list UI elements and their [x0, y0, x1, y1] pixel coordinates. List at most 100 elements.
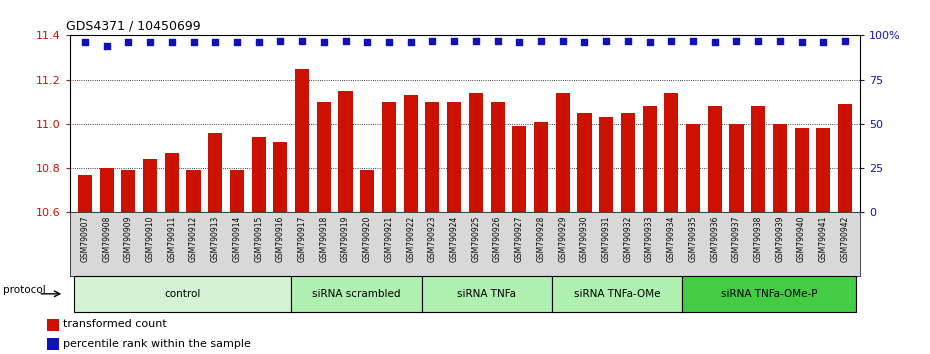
Text: GSM790937: GSM790937 [732, 216, 741, 262]
Text: GSM790921: GSM790921 [384, 216, 393, 262]
Bar [252, 137, 266, 212]
Text: GSM790930: GSM790930 [580, 216, 589, 262]
Point [339, 38, 353, 44]
Bar [317, 102, 331, 212]
Point [534, 38, 549, 44]
Bar [165, 153, 179, 212]
Text: GSM790925: GSM790925 [472, 216, 481, 262]
Bar [751, 106, 765, 212]
Bar [773, 124, 787, 212]
Text: GSM790908: GSM790908 [102, 216, 112, 262]
Point [100, 43, 114, 49]
Text: GSM790910: GSM790910 [146, 216, 154, 262]
Text: GSM790940: GSM790940 [797, 216, 806, 262]
Point [620, 38, 635, 44]
Bar [74, 276, 291, 312]
Bar [578, 113, 591, 212]
Bar [78, 175, 92, 212]
Bar [469, 93, 483, 212]
Point [816, 40, 830, 45]
Point [165, 40, 179, 45]
Point [708, 40, 723, 45]
Point [142, 40, 157, 45]
Text: transformed count: transformed count [63, 319, 167, 329]
Point [295, 38, 310, 44]
Point [773, 38, 788, 44]
Bar [46, 319, 59, 331]
Point [512, 40, 526, 45]
Text: GSM790916: GSM790916 [276, 216, 285, 262]
Bar [208, 133, 222, 212]
Bar [683, 276, 856, 312]
Text: GSM790913: GSM790913 [211, 216, 219, 262]
Point [838, 38, 853, 44]
Point [404, 40, 418, 45]
Text: GSM790934: GSM790934 [667, 216, 676, 262]
Text: GSM790931: GSM790931 [602, 216, 611, 262]
Text: control: control [165, 289, 201, 299]
Text: protocol: protocol [4, 285, 46, 295]
Bar [360, 170, 375, 212]
Text: percentile rank within the sample: percentile rank within the sample [63, 339, 251, 349]
Text: GSM790919: GSM790919 [341, 216, 350, 262]
Bar [295, 69, 309, 212]
Text: GSM790914: GSM790914 [232, 216, 242, 262]
Bar [46, 338, 59, 350]
Point [642, 40, 657, 45]
Bar [230, 170, 244, 212]
Point [469, 38, 484, 44]
Text: GSM790917: GSM790917 [298, 216, 307, 262]
Bar [708, 106, 722, 212]
Text: GSM790915: GSM790915 [254, 216, 263, 262]
Text: GSM790922: GSM790922 [406, 216, 415, 262]
Text: GSM790912: GSM790912 [189, 216, 198, 262]
Bar [794, 128, 809, 212]
Bar [121, 170, 136, 212]
Point [664, 38, 679, 44]
Text: GSM790926: GSM790926 [493, 216, 502, 262]
Text: GSM790935: GSM790935 [688, 216, 698, 262]
Bar [490, 102, 505, 212]
Bar [273, 142, 287, 212]
Bar [664, 93, 678, 212]
Bar [686, 124, 700, 212]
Bar [512, 126, 526, 212]
Bar [643, 106, 657, 212]
Text: siRNA TNFa-OMe: siRNA TNFa-OMe [574, 289, 660, 299]
Text: siRNA TNFa-OMe-P: siRNA TNFa-OMe-P [721, 289, 817, 299]
Text: siRNA TNFa: siRNA TNFa [458, 289, 516, 299]
Bar [404, 95, 418, 212]
Text: GSM790923: GSM790923 [428, 216, 437, 262]
Text: GSM790924: GSM790924 [449, 216, 458, 262]
Bar [555, 93, 570, 212]
Bar [291, 276, 421, 312]
Text: siRNA scrambled: siRNA scrambled [312, 289, 401, 299]
Text: GSM790942: GSM790942 [841, 216, 849, 262]
Point [273, 38, 288, 44]
Point [490, 38, 505, 44]
Bar [382, 102, 396, 212]
Text: GSM790933: GSM790933 [645, 216, 654, 262]
Bar [599, 117, 613, 212]
Point [794, 40, 809, 45]
Point [751, 38, 765, 44]
Bar [339, 91, 352, 212]
Bar [534, 122, 548, 212]
Text: GDS4371 / 10450699: GDS4371 / 10450699 [66, 20, 201, 33]
Point [360, 40, 375, 45]
Text: GSM790939: GSM790939 [776, 216, 784, 262]
Point [577, 40, 591, 45]
Bar [729, 124, 743, 212]
Bar [143, 159, 157, 212]
Point [77, 40, 92, 45]
Text: GSM790941: GSM790941 [818, 216, 828, 262]
Point [316, 40, 331, 45]
Point [446, 38, 461, 44]
Bar [621, 113, 635, 212]
Text: GSM790938: GSM790938 [753, 216, 763, 262]
Point [555, 38, 570, 44]
Point [729, 38, 744, 44]
Point [207, 40, 222, 45]
Text: GSM790929: GSM790929 [558, 216, 567, 262]
Bar [447, 102, 461, 212]
